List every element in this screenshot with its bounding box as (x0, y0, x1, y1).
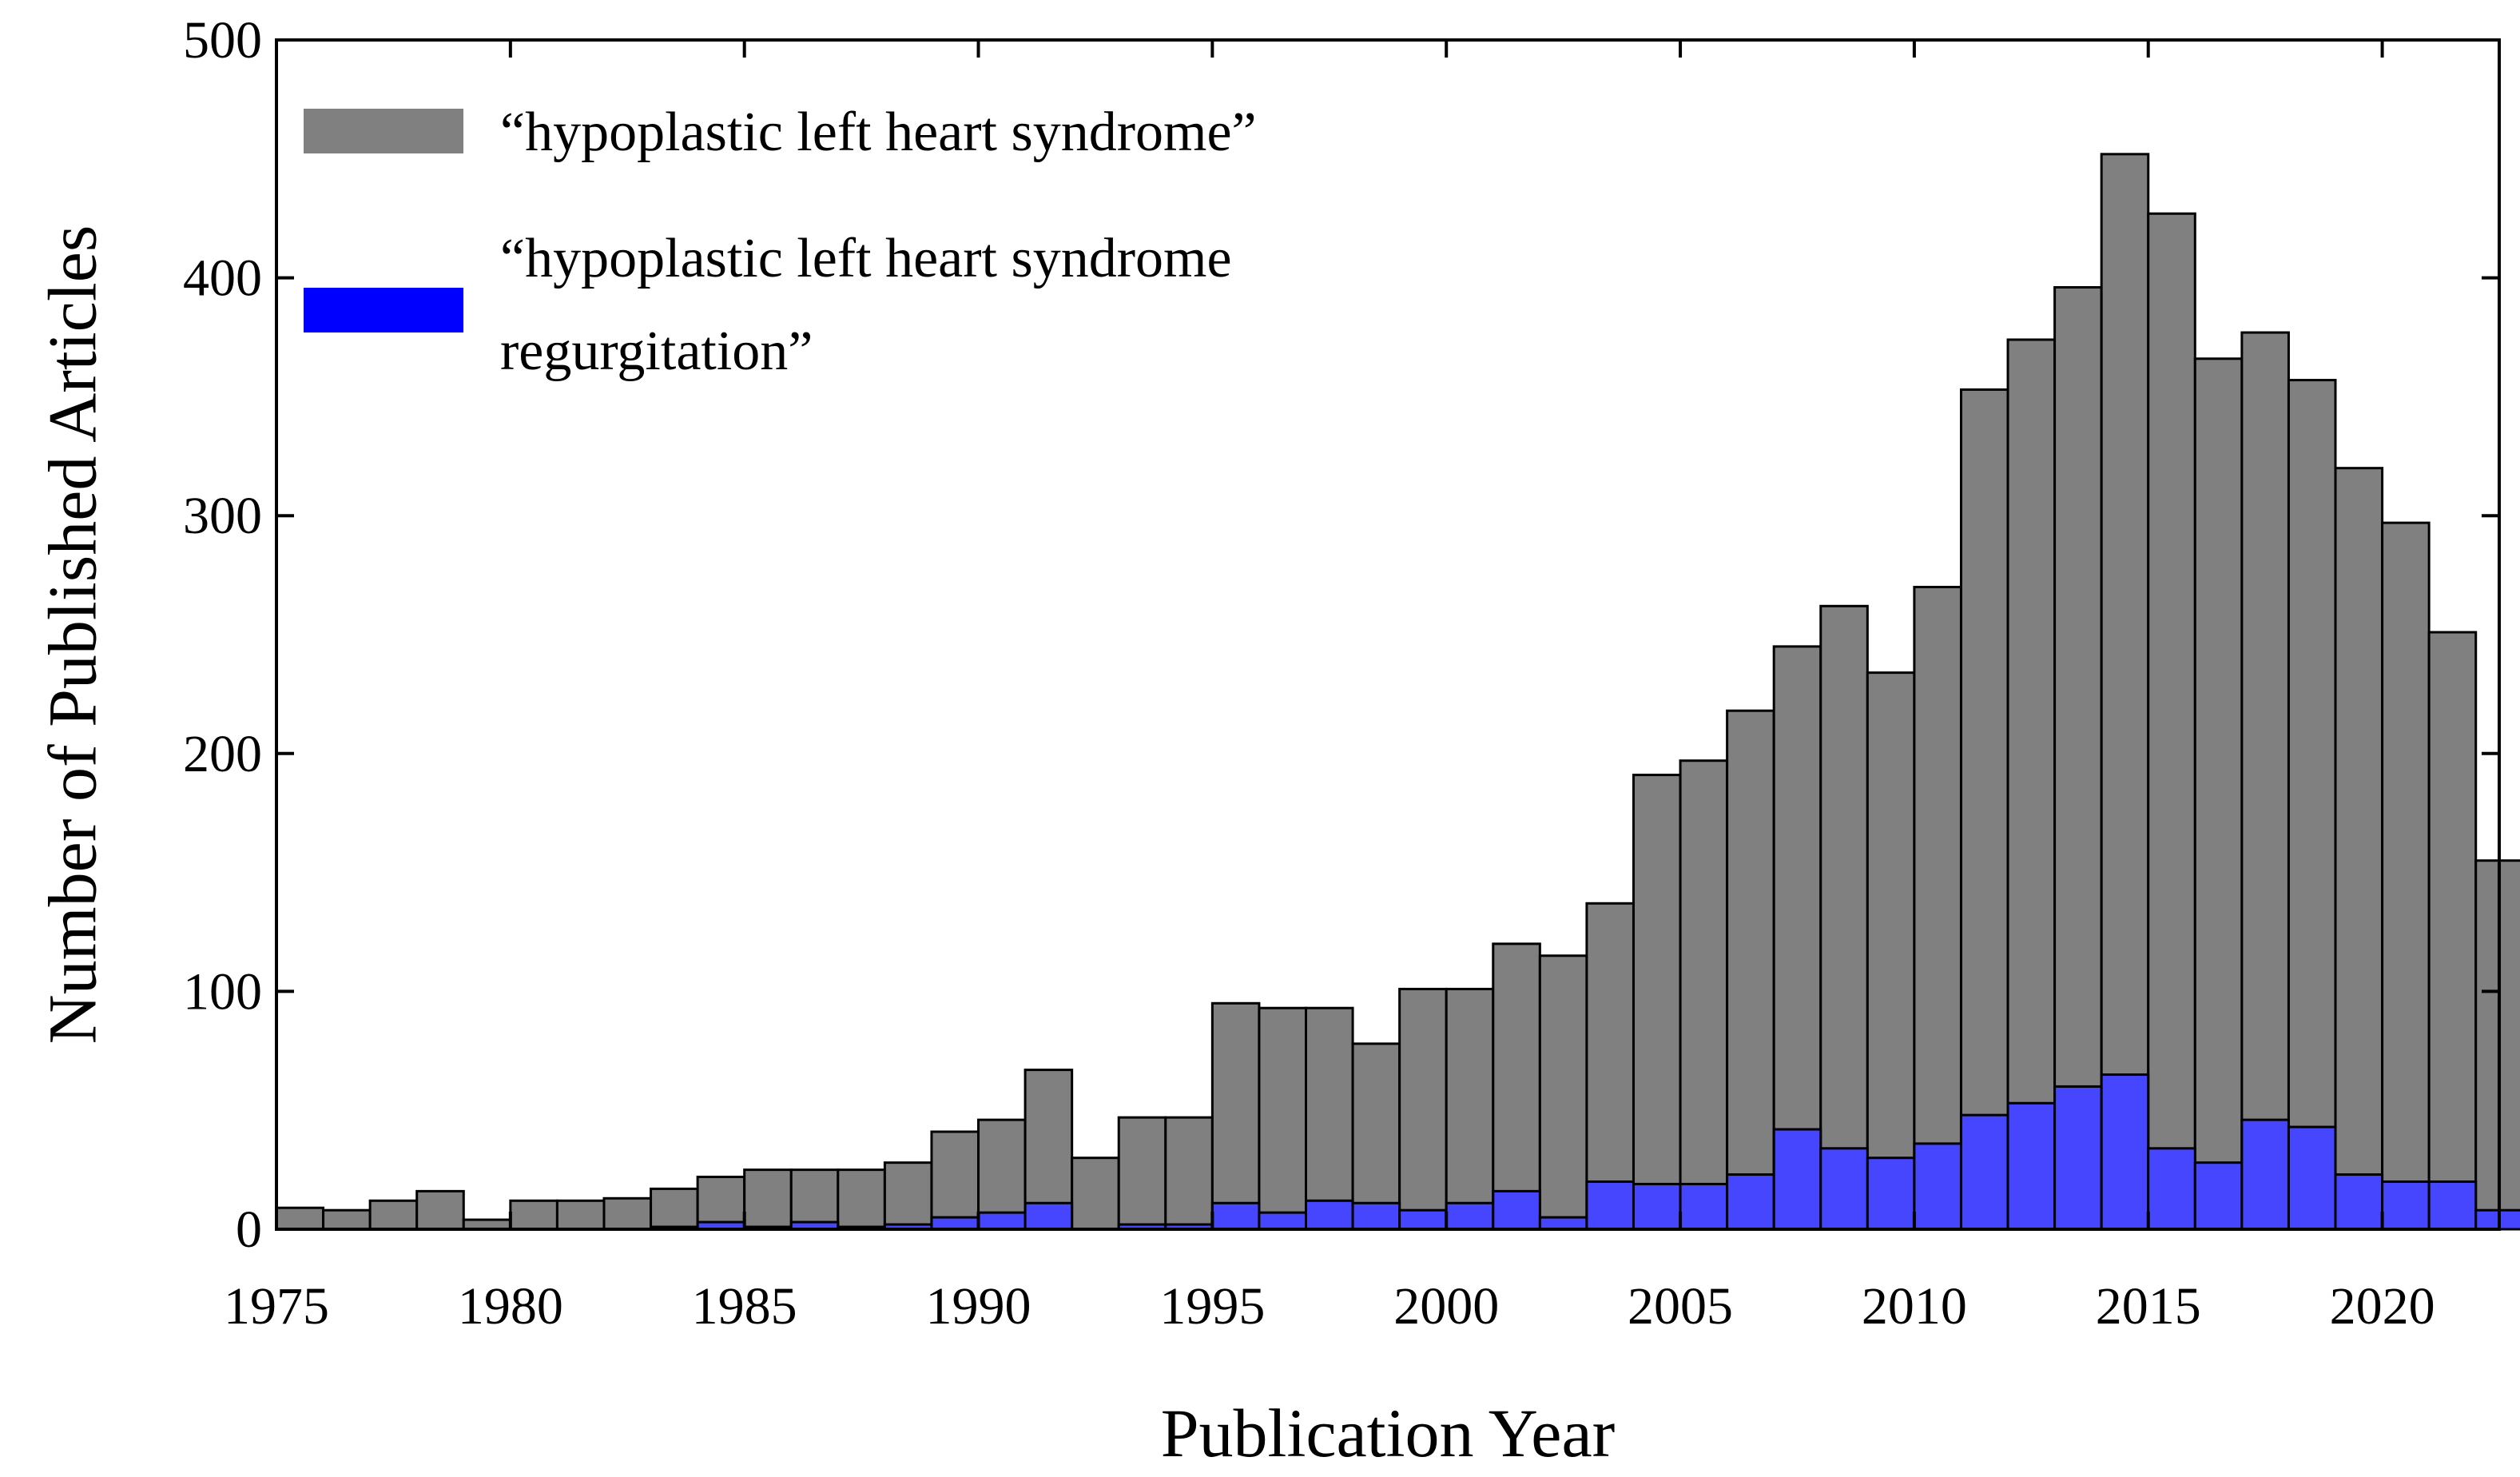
bar-hlhs-2020 (2381, 521, 2431, 1231)
x-tick-label-2010: 2010 (1862, 1277, 1967, 1336)
bar-hlhs-2018 (2287, 379, 2337, 1231)
bar-hlhs-1988 (883, 1161, 933, 1231)
bar-hlhs-2009 (1866, 671, 1916, 1231)
x-tick-label-2005: 2005 (1628, 1277, 1733, 1336)
bar-hlhs-1982 (602, 1196, 653, 1231)
bar-hlhs-regurgitation-2002 (1538, 1216, 1588, 1231)
bar-hlhs-regurgitation-2005 (1679, 1182, 1729, 1231)
bar-hlhs-regurgitation-1990 (977, 1211, 1027, 1231)
legend-label-hlhs: “hypoplastic left heart syndrome” (500, 102, 1257, 163)
bar-hlhs-1998 (1351, 1042, 1401, 1231)
bar-hlhs-regurgitation-2020 (2381, 1180, 2431, 1231)
legend-label-hlhs-regurgitation-line1: “hypoplastic left heart syndrome (500, 228, 1232, 289)
bar-hlhs-1983 (650, 1187, 699, 1231)
bar-hlhs-regurgitation-1995 (1210, 1201, 1261, 1231)
bar-hlhs-1992 (1071, 1157, 1120, 1231)
bar-hlhs-regurgitation-1999 (1398, 1208, 1448, 1231)
x-tick-label-1985: 1985 (692, 1277, 797, 1336)
x-tick-label-1990: 1990 (926, 1277, 1031, 1336)
bar-hlhs-2006 (1726, 709, 1775, 1231)
bar-hlhs-1989 (930, 1130, 980, 1231)
bar-hlhs-1981 (555, 1199, 606, 1231)
legend-swatch-hlhs (304, 109, 463, 153)
bar-hlhs-regurgitation-2006 (1726, 1173, 1775, 1231)
x-tick-label-1980: 1980 (458, 1277, 563, 1336)
bar-hlhs-regurgitation-1998 (1351, 1201, 1401, 1231)
y-tick-label-100: 100 (183, 962, 262, 1021)
bar-hlhs-regurgitation-2017 (2240, 1118, 2290, 1231)
x-axis-title: Publication Year (1161, 1395, 1616, 1471)
bar-hlhs-regurgitation-2000 (1445, 1201, 1495, 1231)
bar-hlhs-1976 (322, 1208, 372, 1231)
legend-label-hlhs-regurgitation-line2: regurgitation” (500, 320, 813, 382)
bar-hlhs-2017 (2240, 331, 2290, 1231)
bar-hlhs-2004 (1632, 774, 1682, 1231)
x-tick-label-2015: 2015 (2096, 1277, 2201, 1336)
bar-hlhs-1995 (1210, 1001, 1261, 1231)
axis-ticks: 0 100 200 300 400 500 1975 1980 1985 1990 1995 2000… (183, 11, 2499, 1336)
x-tick-label-1975: 1975 (224, 1277, 329, 1336)
bar-hlhs-regurgitation-2009 (1866, 1157, 1916, 1231)
bar-hlhs-1993 (1117, 1116, 1167, 1231)
bar-hlhs-1985 (743, 1168, 793, 1231)
bar-hlhs-2001 (1492, 942, 1541, 1231)
bar-hlhs-2003 (1585, 902, 1635, 1231)
bar-hlhs-regurgitation-2013 (2053, 1085, 2103, 1231)
x-tick-label-2020: 2020 (2330, 1277, 2435, 1336)
bar-hlhs-regurgitation-2015 (2147, 1147, 2196, 1231)
bar-hlhs-1997 (1305, 1006, 1354, 1231)
bar-hlhs-1986 (789, 1168, 840, 1231)
y-tick-label-400: 400 (183, 249, 262, 308)
bar-hlhs-regurgitation-2014 (2100, 1073, 2150, 1231)
plot-frame (275, 38, 2501, 1231)
x-tick-label-2000: 2000 (1393, 1277, 1499, 1336)
y-axis-title: Number of Published Articles (34, 225, 111, 1045)
bar-hlhs-1980 (509, 1199, 558, 1231)
bar-hlhs-regurgitation-2012 (2006, 1101, 2057, 1231)
bar-hlhs-2010 (1913, 585, 1962, 1231)
y-tick-label-0: 0 (236, 1200, 262, 1259)
bar-hlhs-1975 (275, 1206, 325, 1231)
bar-hlhs-2000 (1445, 987, 1495, 1231)
bar-hlhs-regurgitation-2016 (2193, 1161, 2244, 1231)
legend: “hypoplastic left heart syndrome” “hypop… (304, 102, 1257, 382)
bar-hlhs-regurgitation-1996 (1258, 1211, 1308, 1231)
bar-hlhs-regurgitation-2001 (1492, 1189, 1541, 1231)
bar-hlhs-2015 (2147, 212, 2196, 1231)
bar-hlhs-1978 (415, 1189, 465, 1231)
bar-hlhs-regurgitation-2004 (1632, 1182, 1682, 1231)
x-tick-label-1995: 1995 (1159, 1277, 1265, 1336)
y-tick-label-500: 500 (183, 11, 262, 70)
bar-hlhs-2019 (2334, 467, 2384, 1231)
y-tick-label-300: 300 (183, 487, 262, 545)
bar-hlhs-regurgitation-2011 (1959, 1113, 2009, 1231)
bar-hlhs-2011 (1959, 388, 2009, 1231)
bar-hlhs-2005 (1679, 759, 1729, 1231)
bar-hlhs-2002 (1538, 954, 1588, 1231)
bar-hlhs-1987 (837, 1168, 886, 1231)
bars-group (275, 153, 2520, 1231)
bar-hlhs-regurgitation-2019 (2334, 1173, 2384, 1231)
bar-hlhs-regurgitation-1997 (1305, 1199, 1354, 1231)
legend-swatch-hlhs-regurgitation (304, 288, 463, 332)
bar-hlhs-regurgitation-2003 (1585, 1180, 1635, 1231)
bar-hlhs-1977 (368, 1199, 419, 1231)
bar-hlhs-2016 (2193, 357, 2244, 1231)
bar-hlhs-1996 (1258, 1006, 1308, 1231)
bar-hlhs-1999 (1398, 987, 1448, 1231)
bar-hlhs-regurgitation-2010 (1913, 1142, 1962, 1231)
bar-hlhs-2021 (2427, 631, 2478, 1231)
bar-hlhs-2014 (2100, 153, 2150, 1231)
bar-hlhs-1994 (1164, 1116, 1214, 1231)
bar-hlhs-regurgitation-2008 (1819, 1147, 1869, 1231)
y-tick-label-200: 200 (183, 725, 262, 783)
bar-hlhs-regurgitation-2007 (1772, 1128, 1822, 1231)
bar-hlhs-regurgitation-1991 (1024, 1201, 1074, 1231)
bar-hlhs-regurgitation-2021 (2427, 1180, 2478, 1231)
bar-hlhs-regurgitation-1989 (930, 1216, 980, 1231)
bar-hlhs-2008 (1819, 604, 1869, 1231)
bar-hlhs-2012 (2006, 338, 2057, 1231)
bar-hlhs-regurgitation-2018 (2287, 1125, 2337, 1231)
